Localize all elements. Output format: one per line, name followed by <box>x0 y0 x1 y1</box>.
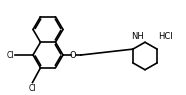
Text: HCl: HCl <box>158 32 173 41</box>
Text: Cl: Cl <box>7 51 14 59</box>
Text: O: O <box>70 51 76 59</box>
Text: NH: NH <box>131 32 144 41</box>
Text: Cl: Cl <box>29 84 36 93</box>
